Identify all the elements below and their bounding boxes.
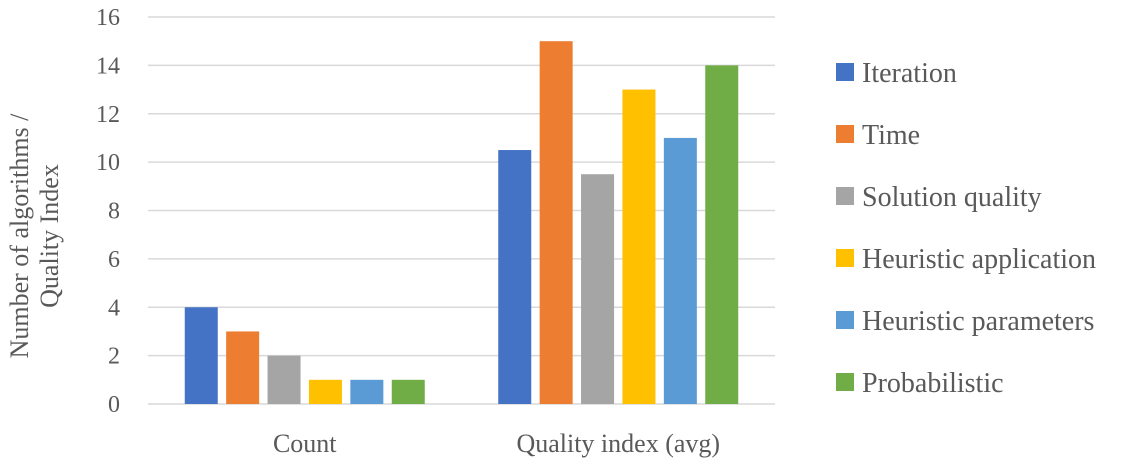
y-axis-title-line-2: Quality Index: [35, 164, 64, 308]
legend-swatch: [836, 63, 854, 81]
y-tick-label: 0: [108, 392, 120, 418]
y-tick-label: 4: [108, 295, 120, 321]
y-axis-title: Number of algorithms / Quality Index: [5, 113, 64, 359]
legend-swatch: [836, 249, 854, 267]
legend-swatch: [836, 373, 854, 391]
legend-label: Time: [862, 120, 920, 151]
y-tick-label: 2: [108, 344, 120, 370]
y-axis-ticks: 0 2 4 6 8 10 12 14 16: [96, 5, 120, 418]
bar-iteration-0: [184, 307, 218, 404]
legend: Iteration Time Solution quality Heuristic a…: [836, 58, 1096, 399]
y-tick-label: 8: [108, 199, 120, 225]
legend-swatch: [836, 311, 854, 329]
y-tick-label: 6: [108, 247, 120, 273]
legend-label: Probabilistic: [862, 368, 1004, 399]
y-tick-label: 14: [96, 53, 120, 79]
bars: [184, 41, 739, 404]
legend-label: Iteration: [862, 58, 957, 89]
legend-swatch: [836, 125, 854, 143]
bar-solution-quality-1: [581, 174, 615, 404]
legend-label: Solution quality: [862, 182, 1042, 213]
bar-heuristic-parameters-1: [663, 137, 697, 404]
y-tick-label: 16: [96, 5, 120, 31]
x-category-label: Count: [273, 429, 337, 458]
y-tick-label: 12: [96, 102, 120, 128]
bar-probabilistic-1: [705, 65, 739, 404]
bar-solution-quality-0: [267, 355, 301, 404]
bar-heuristic-application-0: [308, 379, 342, 404]
bar-iteration-1: [498, 150, 532, 404]
y-axis-title-line-1: Number of algorithms /: [5, 113, 34, 359]
legend-label: Heuristic application: [862, 244, 1096, 275]
bar-time-0: [226, 331, 260, 404]
bar-heuristic-application-1: [622, 89, 656, 404]
bar-probabilistic-0: [391, 379, 425, 404]
x-category-label: Quality index (avg): [516, 429, 720, 458]
bar-heuristic-parameters-0: [350, 379, 384, 404]
legend-swatch: [836, 187, 854, 205]
legend-label: Heuristic parameters: [862, 306, 1094, 337]
y-tick-label: 10: [96, 150, 120, 176]
bar-time-1: [539, 41, 573, 404]
x-axis-categories: Count Quality index (avg): [273, 429, 720, 458]
